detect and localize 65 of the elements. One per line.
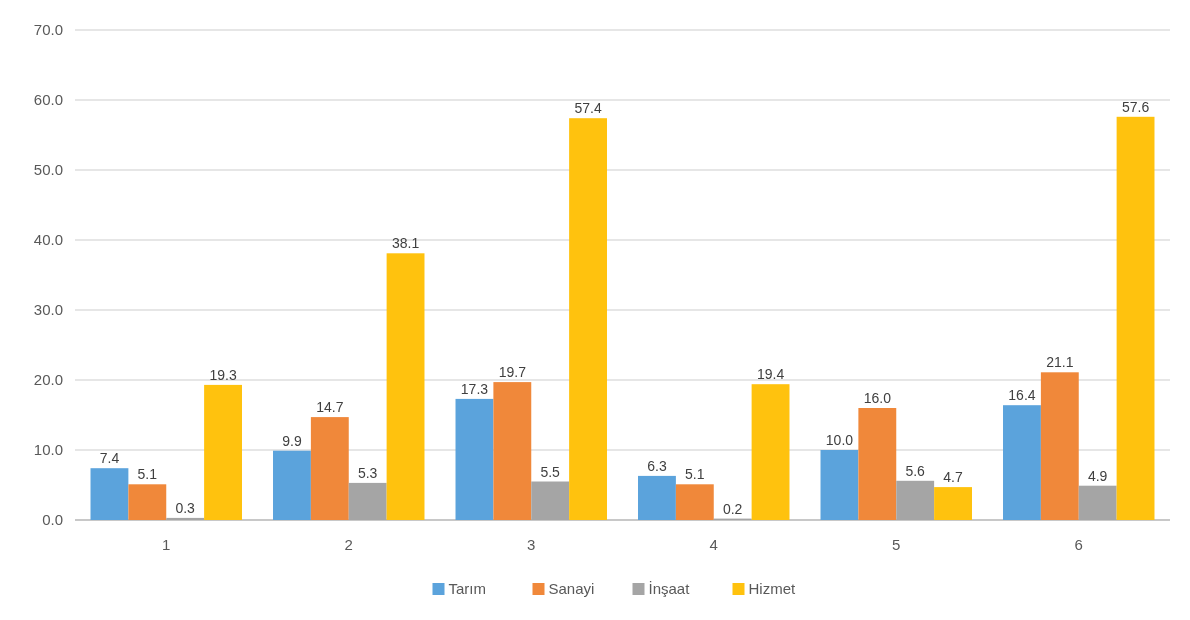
data-label: 16.4 bbox=[1008, 387, 1036, 404]
bar bbox=[128, 484, 167, 520]
bar bbox=[896, 480, 935, 520]
data-label: 16.0 bbox=[863, 390, 892, 406]
data-label: 0.3 bbox=[175, 499, 196, 516]
data-label: 5.6 bbox=[905, 462, 926, 479]
x-tick-label: 4 bbox=[709, 536, 718, 553]
data-label: 21.1 bbox=[1046, 354, 1074, 371]
bar bbox=[310, 417, 349, 520]
data-label: 10.0 bbox=[825, 432, 854, 448]
x-tick-label: 2 bbox=[344, 536, 353, 553]
bar bbox=[348, 482, 387, 520]
bar bbox=[1003, 405, 1041, 520]
y-tick-label: 20.0 bbox=[33, 371, 63, 389]
data-label: 4.7 bbox=[943, 469, 963, 486]
data-label: 19.4 bbox=[756, 366, 785, 383]
legend-label: Tarım bbox=[448, 580, 486, 598]
data-label: 5.3 bbox=[357, 464, 378, 481]
bar bbox=[166, 517, 205, 520]
data-label: 14.7 bbox=[316, 399, 344, 416]
bar bbox=[934, 487, 972, 520]
y-tick-label: 30.0 bbox=[33, 301, 63, 319]
data-label: 57.4 bbox=[574, 100, 602, 117]
y-tick-label: 40.0 bbox=[33, 231, 63, 249]
bar bbox=[1078, 485, 1117, 520]
data-label: 0.2 bbox=[722, 500, 743, 517]
data-label: 5.1 bbox=[685, 466, 705, 483]
x-tick-label: 1 bbox=[162, 536, 171, 553]
x-tick-label: 6 bbox=[1074, 536, 1083, 553]
bar bbox=[455, 398, 494, 520]
x-tick-label: 5 bbox=[892, 536, 901, 553]
y-tick-label: 70.0 bbox=[33, 21, 63, 39]
bar bbox=[751, 384, 790, 520]
bar bbox=[858, 408, 897, 520]
y-tick-label: 60.0 bbox=[33, 91, 63, 109]
bar bbox=[820, 450, 859, 520]
y-tick-label: 10.0 bbox=[33, 441, 63, 459]
bar bbox=[675, 484, 714, 520]
legend-label: Sanayi bbox=[548, 580, 595, 598]
data-label: 6.3 bbox=[647, 457, 667, 474]
legend-label: Hizmet bbox=[748, 580, 796, 598]
bar bbox=[386, 253, 425, 520]
bar bbox=[204, 384, 242, 520]
y-tick-label: 50.0 bbox=[33, 161, 63, 179]
bar bbox=[1116, 116, 1155, 520]
y-tick-label: 0.0 bbox=[42, 511, 63, 529]
bar bbox=[638, 475, 676, 520]
data-label: 17.3 bbox=[460, 380, 489, 397]
data-label: 4.9 bbox=[1087, 467, 1108, 484]
data-label: 5.1 bbox=[137, 466, 158, 483]
bar bbox=[90, 468, 129, 520]
bar bbox=[1040, 372, 1079, 520]
legend-label: İnşaat bbox=[648, 580, 691, 598]
data-label: 5.5 bbox=[540, 463, 561, 480]
bar bbox=[493, 382, 532, 520]
data-label: 9.9 bbox=[282, 432, 302, 449]
bar bbox=[273, 450, 311, 520]
bar bbox=[569, 118, 607, 520]
data-label: 38.1 bbox=[391, 235, 420, 252]
data-label: 19.3 bbox=[209, 366, 237, 383]
data-label: 57.6 bbox=[1121, 98, 1150, 115]
x-tick-label: 3 bbox=[527, 536, 536, 553]
data-label: 19.7 bbox=[498, 364, 527, 381]
data-label: 7.4 bbox=[99, 450, 120, 467]
bar bbox=[531, 481, 570, 520]
